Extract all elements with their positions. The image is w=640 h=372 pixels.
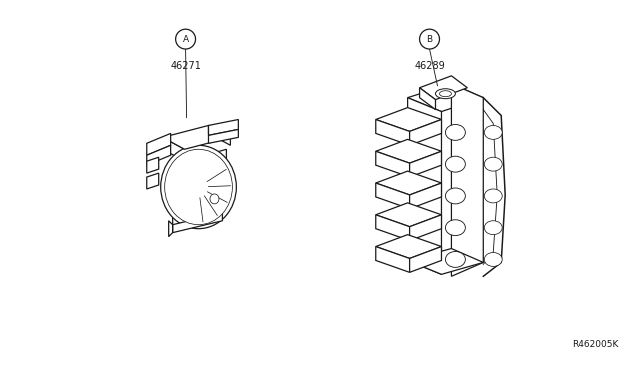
Polygon shape	[420, 76, 467, 100]
Polygon shape	[376, 151, 410, 177]
Polygon shape	[376, 215, 410, 241]
Ellipse shape	[484, 221, 502, 235]
Polygon shape	[410, 215, 442, 241]
Polygon shape	[376, 108, 442, 131]
Polygon shape	[420, 88, 435, 110]
Ellipse shape	[484, 189, 502, 203]
Text: A: A	[182, 35, 189, 44]
Text: R462005K: R462005K	[572, 340, 619, 349]
Ellipse shape	[440, 91, 451, 97]
Polygon shape	[410, 119, 442, 145]
Ellipse shape	[445, 125, 465, 140]
Polygon shape	[147, 157, 159, 173]
Ellipse shape	[484, 125, 502, 140]
Ellipse shape	[445, 220, 465, 235]
Text: B: B	[426, 35, 433, 44]
Polygon shape	[376, 183, 410, 209]
Polygon shape	[209, 119, 238, 135]
Polygon shape	[147, 173, 159, 189]
Polygon shape	[410, 183, 442, 209]
Polygon shape	[408, 248, 483, 274]
Ellipse shape	[435, 89, 456, 99]
Ellipse shape	[484, 157, 502, 171]
Polygon shape	[376, 119, 410, 145]
Polygon shape	[163, 125, 230, 149]
Polygon shape	[376, 247, 410, 272]
Polygon shape	[376, 235, 442, 259]
Polygon shape	[408, 84, 483, 112]
Circle shape	[420, 29, 440, 49]
Polygon shape	[410, 151, 442, 177]
Ellipse shape	[161, 145, 236, 229]
Ellipse shape	[445, 251, 465, 267]
Polygon shape	[209, 129, 238, 143]
Polygon shape	[209, 125, 230, 145]
Polygon shape	[173, 213, 223, 232]
Polygon shape	[169, 221, 173, 237]
Polygon shape	[408, 98, 442, 274]
Polygon shape	[410, 247, 442, 272]
Ellipse shape	[445, 188, 465, 204]
Polygon shape	[376, 171, 442, 195]
Text: 46271: 46271	[170, 61, 201, 71]
Polygon shape	[147, 145, 171, 165]
Polygon shape	[163, 137, 184, 161]
Ellipse shape	[210, 194, 219, 204]
Polygon shape	[451, 84, 483, 276]
Polygon shape	[173, 183, 223, 229]
Circle shape	[175, 29, 196, 49]
Ellipse shape	[484, 253, 502, 266]
Polygon shape	[184, 149, 227, 227]
Polygon shape	[376, 203, 442, 227]
Ellipse shape	[164, 149, 232, 225]
Polygon shape	[376, 140, 442, 163]
Ellipse shape	[445, 156, 465, 172]
Text: 46289: 46289	[414, 61, 445, 71]
Polygon shape	[147, 134, 171, 155]
